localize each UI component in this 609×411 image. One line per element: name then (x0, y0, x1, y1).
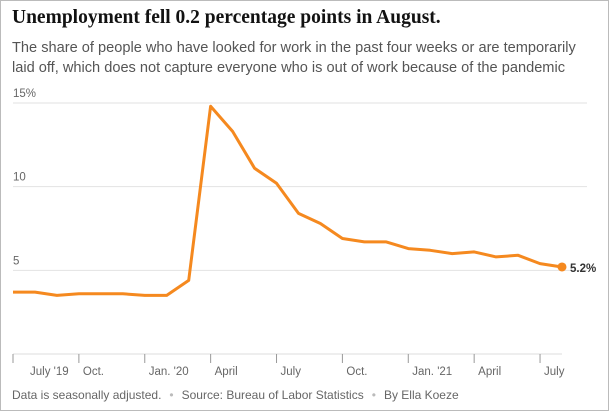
y-tick-label: 10 (13, 172, 26, 184)
note: Data is seasonally adjusted. (12, 388, 162, 402)
line-series (13, 104, 563, 297)
x-tick-label: Jan. '21 (412, 366, 452, 378)
x-tick-label: April (215, 366, 238, 378)
note: Source: Bureau of Labor Statistics (181, 388, 364, 402)
x-tick-label: July (544, 366, 565, 378)
end-point (557, 262, 567, 272)
separator: • (371, 388, 376, 402)
x-tick-label: July (281, 366, 302, 378)
separator: • (169, 388, 174, 402)
chart-subtitle: The share of people who have looked for … (12, 40, 576, 76)
note: By Ella Koeze (383, 388, 459, 402)
x-tick-label: July '19 (30, 366, 69, 378)
x-tick-label: Oct. (346, 366, 367, 378)
x-tick-label: April (478, 366, 501, 378)
chart-title: Unemployment fell 0.2 percentage points … (12, 7, 441, 28)
y-tick-label: 5 (13, 255, 19, 267)
value-label: 5.2% (570, 263, 596, 275)
x-tick-label: Jan. '20 (149, 366, 189, 378)
x-tick-label: Oct. (83, 366, 104, 378)
footer: Data is seasonally adjusted. • Source: Bur… (12, 388, 459, 402)
y-tick-label: 15% (13, 88, 36, 100)
